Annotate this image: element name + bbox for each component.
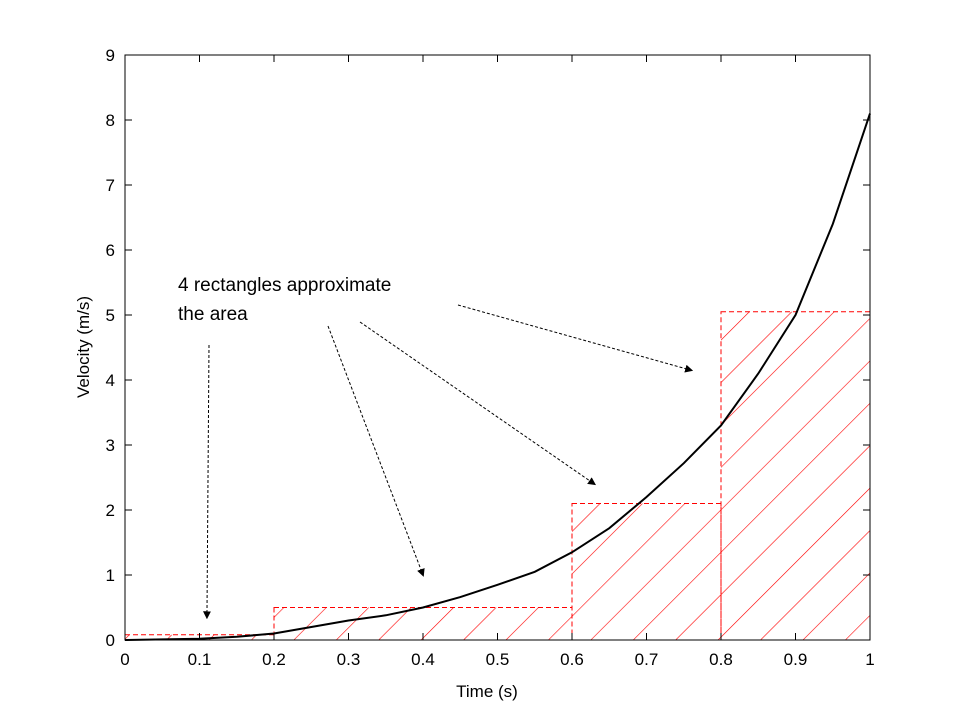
rectangle-hatch-4 — [721, 311, 870, 640]
x-tick-label: 0.7 — [635, 650, 659, 669]
y-tick-label: 8 — [106, 111, 115, 130]
y-tick-label: 6 — [106, 241, 115, 260]
annotation-line-1: 4 rectangles approximate — [178, 275, 391, 296]
annotation-arrow-1 — [202, 344, 211, 620]
x-tick-label: 1 — [865, 650, 874, 669]
y-tick-label: 9 — [106, 46, 115, 65]
y-tick-label: 1 — [106, 566, 115, 585]
x-tick-label: 0.1 — [188, 650, 212, 669]
annotation-arrow-3 — [359, 321, 596, 486]
y-tick-label: 2 — [106, 501, 115, 520]
x-tick-label: 0 — [120, 650, 129, 669]
y-tick-label: 5 — [106, 306, 115, 325]
y-axis-ticks: 0 1 2 3 4 5 6 7 8 9 — [106, 46, 870, 650]
x-tick-label: 0.6 — [560, 650, 584, 669]
x-tick-label: 0.5 — [486, 650, 510, 669]
y-tick-label: 3 — [106, 436, 115, 455]
annotation-arrow-2 — [327, 325, 425, 577]
x-tick-label: 0.8 — [709, 650, 733, 669]
annotation-group: 4 rectangles approximate the area — [178, 275, 391, 325]
annotation-line-2: the area — [178, 304, 248, 325]
x-axis-label: Time (s) — [456, 682, 518, 701]
x-tick-label: 0.2 — [262, 650, 286, 669]
x-tick-label: 0.9 — [784, 650, 808, 669]
velocity-curve — [124, 113, 871, 641]
y-tick-label: 4 — [106, 371, 115, 390]
rectangle-hatch-3 — [572, 503, 721, 640]
y-tick-label: 7 — [106, 176, 115, 195]
y-tick-label: 0 — [106, 631, 115, 650]
annotation-arrows — [202, 304, 694, 620]
x-tick-label: 0.3 — [337, 650, 361, 669]
annotation-arrow-4 — [457, 304, 694, 373]
x-axis-ticks: 0 0.1 0.2 0.3 0.4 0.5 0.6 0.7 0.8 0.9 1 — [120, 55, 875, 669]
y-axis-label: Velocity (m/s) — [74, 296, 93, 398]
x-tick-label: 0.4 — [411, 650, 435, 669]
